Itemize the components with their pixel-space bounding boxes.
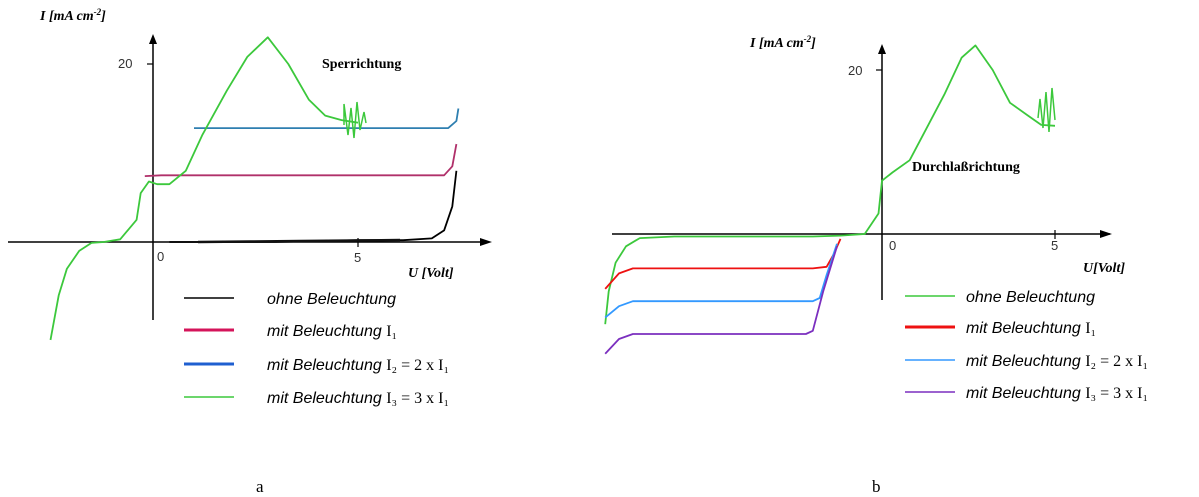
panel-b-y-tick-label-20: 20 bbox=[848, 63, 862, 78]
panel-a-legend-entry-3: mit Beleuchtung I₃ = 3 x I₁ bbox=[267, 390, 449, 407]
panel-b-legend-entry-1: mit Beleuchtung I₁ bbox=[966, 320, 1096, 337]
panel-a-series-3-line bbox=[49, 36, 359, 341]
panel-a-series-2-line bbox=[194, 108, 460, 130]
panel-b-series-1-line bbox=[604, 238, 842, 290]
panel-a-y-arrow bbox=[149, 34, 157, 44]
panel-b-x-arrow bbox=[1100, 230, 1112, 238]
panel-b-x-tick-label-0: 0 bbox=[889, 238, 896, 253]
panel-a: I [mA cm-2] U [Volt] 20 0 5 Sperrichtung… bbox=[8, 7, 492, 496]
panel-b-x-label: U[Volt] bbox=[1083, 261, 1125, 276]
panel-b-annotation: Durchlaßrichtung bbox=[912, 160, 1020, 175]
panel-b-series-0-line bbox=[604, 44, 1056, 325]
panel-b-legend-entry-0: ohne Beleuchtung bbox=[966, 289, 1095, 306]
panel-a-legend-entry-2: mit Beleuchtung I₂ = 2 x I₁ bbox=[267, 357, 449, 374]
panel-b-y-label: I [mA cm-2] bbox=[749, 34, 816, 51]
panel-a-dark-noise-band bbox=[197, 238, 401, 244]
panel-a-annotation: Sperrichtung bbox=[322, 57, 401, 72]
panel-b: I [mA cm-2] U[Volt] 20 0 5 Durchlaßricht… bbox=[604, 34, 1148, 496]
panel-b-legend: ohne Beleuchtung mit Beleuchtung I₁ mit … bbox=[905, 289, 1148, 402]
panel-a-caption: a bbox=[256, 477, 264, 496]
panel-a-legend-entry-0: ohne Beleuchtung bbox=[267, 291, 396, 308]
panel-b-series-2-line bbox=[604, 243, 838, 319]
panel-a-series-group bbox=[49, 36, 460, 341]
panel-a-legend-entry-1: mit Beleuchtung I₁ bbox=[267, 323, 397, 340]
panel-b-x-tick-label-5: 5 bbox=[1051, 238, 1058, 253]
panel-a-series-0-line bbox=[169, 170, 458, 243]
panel-b-y-arrow bbox=[878, 44, 886, 54]
panel-a-legend: ohne Beleuchtung mit Beleuchtung I₁ mit … bbox=[184, 291, 449, 407]
panel-a-green-oscillation bbox=[343, 101, 367, 139]
panel-b-series-3-line bbox=[604, 246, 838, 355]
panel-b-caption: b bbox=[872, 477, 881, 496]
panel-a-x-arrow bbox=[480, 238, 492, 246]
panel-a-x-label: U [Volt] bbox=[408, 266, 454, 281]
panel-a-y-label: I [mA cm-2] bbox=[39, 7, 106, 24]
panel-a-y-tick-label-20: 20 bbox=[118, 56, 132, 71]
panel-b-series-group bbox=[604, 44, 1056, 355]
panel-b-legend-entry-3: mit Beleuchtung I₃ = 3 x I₁ bbox=[966, 385, 1148, 402]
panel-a-series-1-line bbox=[144, 143, 458, 177]
panel-b-legend-entry-2: mit Beleuchtung I₂ = 2 x I₁ bbox=[966, 353, 1148, 370]
panel-a-x-tick-label-0: 0 bbox=[157, 249, 164, 264]
panel-b-green-oscillation bbox=[1037, 87, 1056, 133]
panel-a-x-tick-label-5: 5 bbox=[354, 250, 361, 265]
